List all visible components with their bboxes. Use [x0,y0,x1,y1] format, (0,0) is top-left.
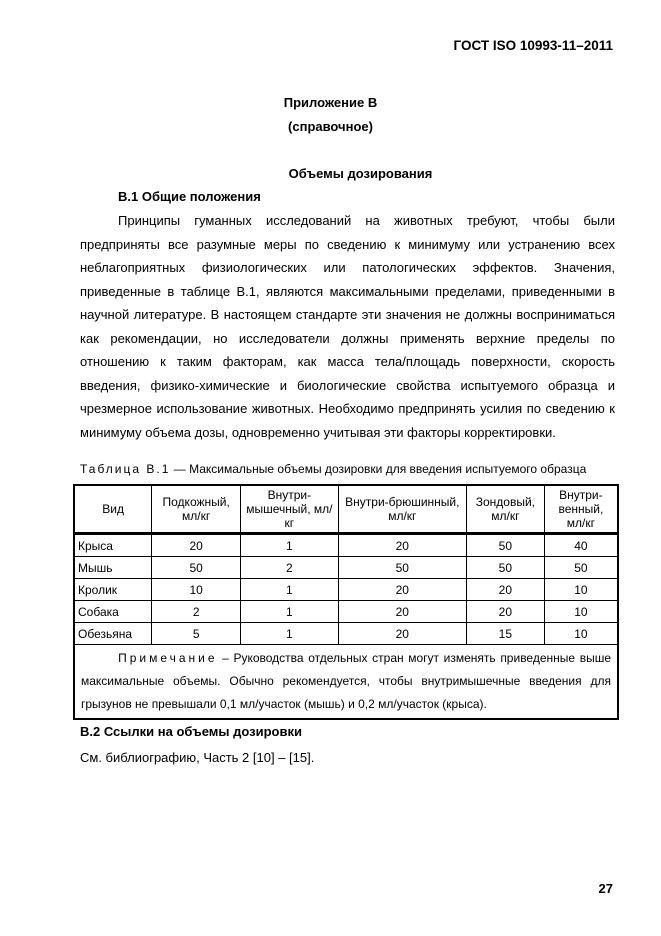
b1-paragraph: Принципы гуманных исследований на животн… [80,213,615,440]
value-cell: 20 [337,622,467,645]
species-cell: Собака [73,600,153,623]
annex-title: Приложение В [283,95,378,110]
value-cell: 1 [240,622,339,645]
caption-text: — Максимальные объемы дозировки для введ… [170,462,587,476]
b1-text: Принципы гуманных исследований на животн… [80,209,615,444]
value-cell: 10 [151,578,242,601]
document-header: ГОСТ ISO 10993-11–2011 [453,38,614,53]
value-cell: 20 [337,578,467,601]
dosing-table: Вид Подкожный, мл/кг Внутри-мышечный, мл… [73,484,619,720]
table-caption: Таблица В.1 — Максимальные объемы дозиро… [80,462,586,476]
value-cell: 50 [151,556,242,579]
table-row: Мышь 50 2 50 50 50 [73,556,619,579]
header-cell: Внутри-венный, мл/кг [543,484,619,535]
section-title: Объемы дозирования [288,166,433,181]
value-cell: 50 [543,556,619,579]
b2-text: См. библиографию, Часть 2 [10] – [15]. [80,750,315,765]
value-cell: 2 [240,556,339,579]
value-cell: 20 [465,578,545,601]
note-text: – Руководства отдельных стран могут изме… [81,651,611,711]
value-cell: 50 [337,556,467,579]
value-cell: 20 [465,600,545,623]
value-cell: 10 [543,578,619,601]
value-cell: 1 [240,600,339,623]
value-cell: 5 [151,622,242,645]
b1-heading: В.1 Общие положения [118,189,261,204]
value-cell: 40 [543,533,619,557]
species-cell: Крыса [73,533,153,557]
value-cell: 2 [151,600,242,623]
species-cell: Обезьяна [73,622,153,645]
page-number: 27 [598,881,613,896]
table-note: Примечание – Руководства отдельных стран… [73,644,619,720]
table-row: Крыса 20 1 20 50 40 [73,533,619,557]
value-cell: 20 [151,533,242,557]
value-cell: 15 [465,622,545,645]
value-cell: 10 [543,622,619,645]
header-cell: Подкожный, мл/кг [151,484,242,535]
table-row: Собака 2 1 20 20 10 [73,600,619,623]
value-cell: 1 [240,533,339,557]
header-cell: Зондовый, мл/кг [465,484,545,535]
b2-heading: В.2 Ссылки на объемы дозировки [80,724,302,739]
value-cell: 20 [337,533,467,557]
header-cell: Внутри-мышечный, мл/кг [240,484,339,535]
caption-label: Таблица В.1 [80,462,171,476]
value-cell: 1 [240,578,339,601]
table-row: Обезьяна 5 1 20 15 10 [73,622,619,645]
value-cell: 20 [337,600,467,623]
header-cell: Внутри-брюшинный, мл/кг [337,484,467,535]
annex-type: (справочное) [288,119,373,134]
value-cell: 50 [465,533,545,557]
table-header-row: Вид Подкожный, мл/кг Внутри-мышечный, мл… [73,484,619,535]
value-cell: 10 [543,600,619,623]
table-row: Кролик 10 1 20 20 10 [73,578,619,601]
header-cell: Вид [73,484,153,535]
note-label: Примечание [118,651,218,665]
table-note-row: Примечание – Руководства отдельных стран… [73,644,619,720]
value-cell: 50 [465,556,545,579]
species-cell: Мышь [73,556,153,579]
species-cell: Кролик [73,578,153,601]
